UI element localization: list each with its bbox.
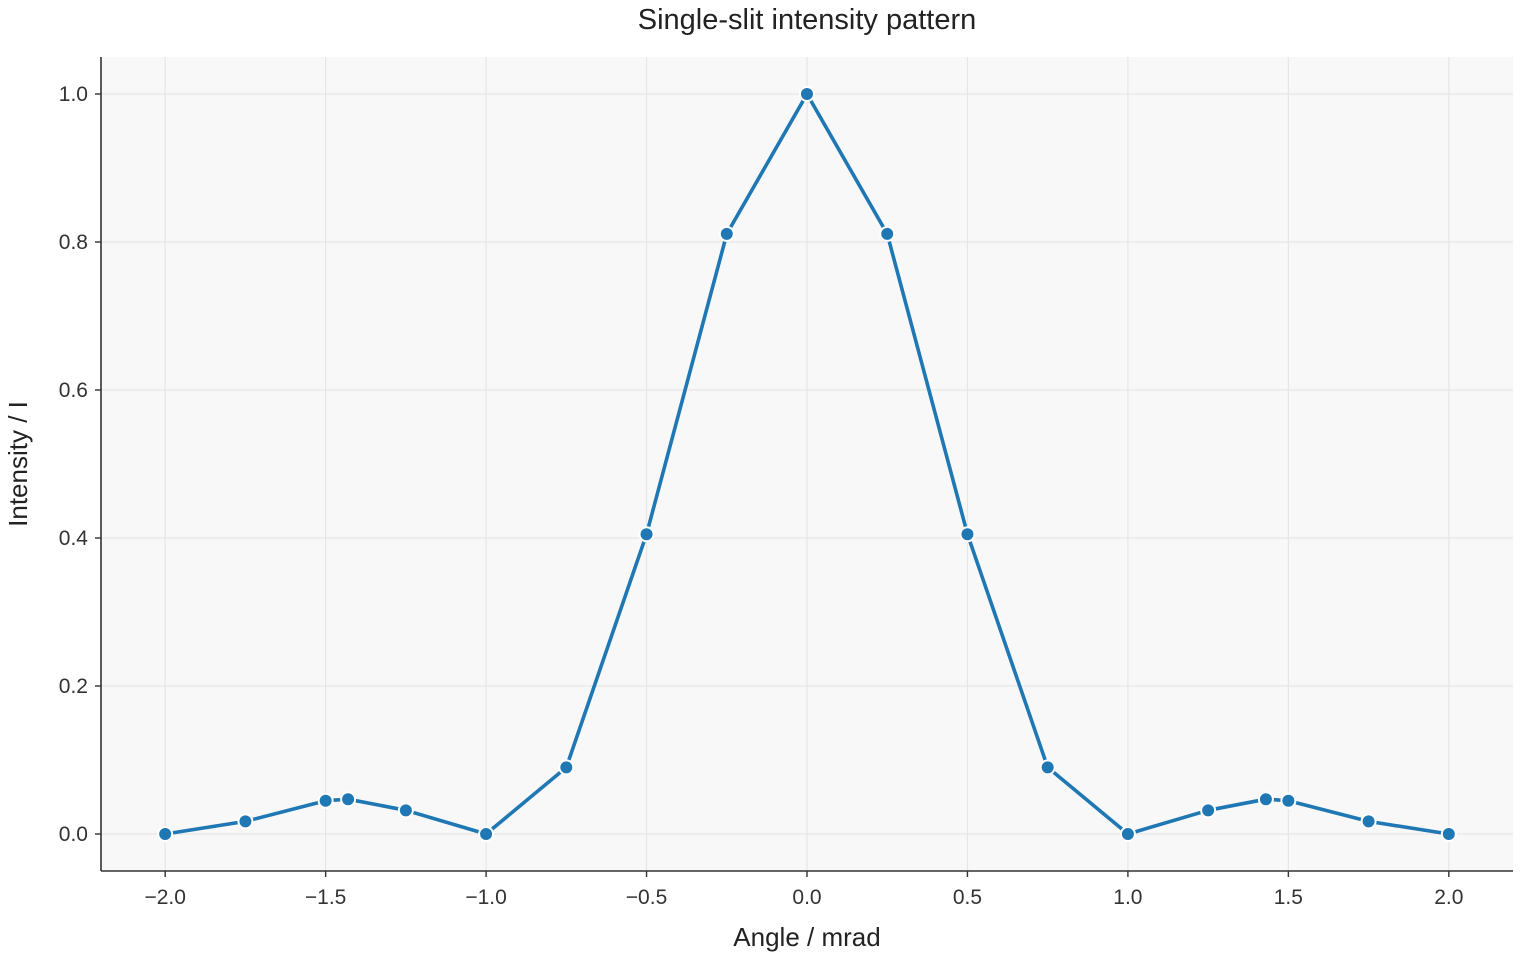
data-point	[397, 802, 414, 819]
x-tick-label: −2.0	[144, 886, 185, 909]
x-tick-label: −1.0	[465, 886, 506, 909]
y-tick-label: 0.8	[59, 231, 88, 254]
data-point	[1257, 791, 1274, 808]
data-point	[1440, 826, 1457, 842]
y-tick-label: 1.0	[59, 83, 88, 106]
x-tick-label: 2.0	[1434, 886, 1463, 909]
x-tick-label: 0.5	[953, 886, 982, 909]
chart-title: Single-slit intensity pattern	[638, 4, 977, 36]
data-point	[317, 792, 334, 809]
x-tick-label: 1.5	[1274, 886, 1303, 909]
y-tick-label: 0.4	[59, 527, 89, 550]
y-tick-label: 0.2	[59, 675, 88, 698]
x-tick-label: −0.5	[626, 886, 667, 909]
x-tick-label: 0.0	[792, 886, 821, 909]
y-ticks: 0.0 0.2 0.4 0.6 0.8 1.0	[59, 83, 101, 846]
data-point	[1039, 759, 1056, 776]
x-ticks: −2.0 −1.5 −1.0 −0.5 0.0 0.5 1.0 1.5 2.0	[144, 871, 1463, 909]
series-group	[157, 86, 1457, 842]
data-point	[799, 86, 815, 102]
data-point	[157, 826, 174, 842]
data-point	[1200, 802, 1217, 819]
y-axis-label: Intensity / I	[3, 401, 33, 527]
data-point	[879, 225, 896, 242]
y-tick-label: 0.6	[59, 379, 88, 402]
data-point	[340, 791, 357, 808]
data-point	[558, 759, 575, 776]
data-point	[237, 813, 254, 830]
data-point	[1280, 792, 1297, 809]
data-point	[1360, 813, 1377, 830]
data-point	[638, 526, 655, 543]
data-point	[959, 526, 976, 543]
y-tick-label: 0.0	[59, 823, 88, 846]
data-point	[718, 225, 735, 242]
data-point	[1119, 826, 1136, 842]
data-point	[478, 826, 495, 842]
x-axis-label: Angle / mrad	[733, 922, 880, 952]
x-tick-label: 1.0	[1113, 886, 1142, 909]
x-tick-label: −1.5	[305, 886, 346, 909]
